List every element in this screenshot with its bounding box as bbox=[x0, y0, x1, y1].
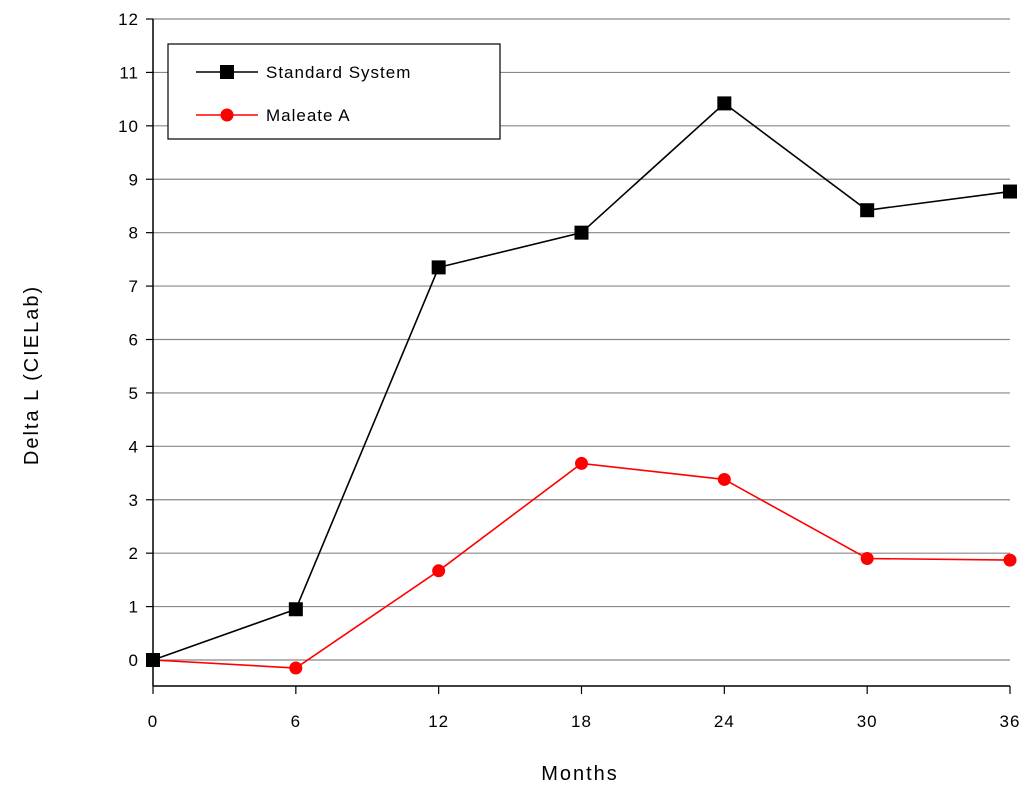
data-point bbox=[717, 472, 731, 486]
y-axis-title: Delta L (CIELab) bbox=[21, 285, 43, 465]
series-line bbox=[152, 462, 1011, 669]
x-tick-label: 6 bbox=[291, 712, 301, 731]
legend: Standard System Maleate A bbox=[167, 43, 501, 140]
y-tick-label: 11 bbox=[119, 63, 139, 82]
y-tick-label: 7 bbox=[129, 277, 139, 296]
data-point bbox=[431, 260, 446, 275]
legend-item: Standard System bbox=[196, 63, 411, 82]
legend-box bbox=[167, 43, 501, 140]
data-point bbox=[220, 108, 234, 122]
data-point bbox=[860, 203, 875, 218]
data-point bbox=[1003, 553, 1017, 567]
data-point bbox=[575, 456, 588, 470]
x-tick-label: 36 bbox=[1000, 712, 1021, 731]
data-point bbox=[220, 65, 234, 79]
x-tick-label: 18 bbox=[571, 712, 592, 731]
x-tick-label: 30 bbox=[857, 712, 878, 731]
data-point bbox=[717, 96, 732, 111]
x-tick-label: 12 bbox=[428, 712, 449, 731]
y-tick-label: 4 bbox=[129, 437, 139, 456]
series bbox=[146, 96, 1017, 675]
series-maleate-a bbox=[146, 456, 1017, 675]
x-ticks: 0 6 12 18 24 30 36 bbox=[148, 686, 1021, 731]
y-tick-label: 2 bbox=[129, 544, 139, 563]
series-line bbox=[152, 102, 1011, 661]
data-point bbox=[860, 552, 874, 566]
y-tick-label: 9 bbox=[129, 170, 139, 189]
y-tick-label: 1 bbox=[129, 598, 139, 617]
y-tick-label: 6 bbox=[129, 331, 139, 350]
series-standard-system bbox=[146, 96, 1017, 667]
legend-label: Maleate A bbox=[266, 106, 351, 125]
y-tick-label: 8 bbox=[129, 224, 139, 243]
data-point bbox=[289, 661, 303, 675]
data-point bbox=[288, 602, 303, 617]
y-tick-label: 5 bbox=[129, 384, 139, 403]
y-tick-label: 12 bbox=[118, 10, 139, 29]
x-tick-label: 0 bbox=[148, 712, 158, 731]
y-tick-label: 3 bbox=[129, 491, 139, 510]
data-point bbox=[146, 653, 160, 667]
x-axis-title: Months bbox=[541, 763, 619, 785]
y-tick-label: 0 bbox=[129, 651, 139, 670]
y-tick-label: 10 bbox=[118, 117, 139, 136]
data-point bbox=[1003, 184, 1017, 199]
legend-item: Maleate A bbox=[196, 106, 351, 125]
data-point bbox=[574, 225, 589, 240]
x-tick-label: 24 bbox=[714, 712, 735, 731]
data-point bbox=[432, 564, 446, 578]
legend-label: Standard System bbox=[266, 63, 411, 82]
